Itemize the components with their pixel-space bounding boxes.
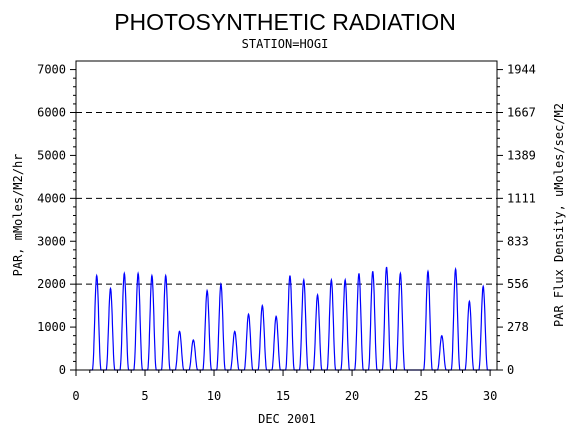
y-tick-label-left: 3000 xyxy=(37,234,66,248)
y-tick-label-right: 1111 xyxy=(507,191,536,205)
x-tick-label: 20 xyxy=(345,389,359,403)
y-tick-label-right: 1389 xyxy=(507,148,536,162)
y-tick-label-left: 6000 xyxy=(37,106,66,120)
gridlines xyxy=(76,112,497,285)
x-axis-label: DEC 2001 xyxy=(258,412,316,426)
x-tick-label: 5 xyxy=(141,389,148,403)
x-axis: 0 5 10 15 20 25 30 xyxy=(72,370,497,403)
y-tick-label-left: 5000 xyxy=(37,148,66,162)
y-axis-right: 0 278 556 833 1111 1389 1667 1944 xyxy=(497,63,536,377)
par-series-path xyxy=(89,266,492,371)
x-tick-label: 10 xyxy=(207,389,221,403)
y-tick-label-left: 2000 xyxy=(37,277,66,291)
x-tick-label: 25 xyxy=(414,389,428,403)
y-tick-label-left: 0 xyxy=(59,363,66,377)
x-tick-label: 30 xyxy=(483,389,497,403)
y-axis-label-right: PAR Flux Density, uMoles/sec/M2 xyxy=(552,103,566,327)
x-tick-label: 15 xyxy=(276,389,290,403)
y-tick-label-left: 4000 xyxy=(37,191,66,205)
plot-frame xyxy=(75,60,498,371)
y-tick-label-right: 556 xyxy=(507,277,529,291)
x-tick-label: 0 xyxy=(72,389,79,403)
y-axis-left: 0 1000 2000 3000 4000 5000 6000 7000 xyxy=(37,63,76,377)
series-line xyxy=(89,266,492,371)
y-tick-label-right: 1944 xyxy=(507,63,536,77)
y-axis-label-left: PAR, mMoles/M2/hr xyxy=(11,154,25,277)
y-tick-label-right: 278 xyxy=(507,320,529,334)
y-tick-label-left: 1000 xyxy=(37,320,66,334)
y-tick-label-right: 0 xyxy=(507,363,514,377)
y-tick-label-left: 7000 xyxy=(37,63,66,77)
chart-title: PHOTOSYNTHETIC RADIATION xyxy=(114,9,456,35)
chart-subtitle: STATION=HOGI xyxy=(242,37,329,51)
y-tick-label-right: 833 xyxy=(507,234,529,248)
y-tick-label-right: 1667 xyxy=(507,106,536,120)
